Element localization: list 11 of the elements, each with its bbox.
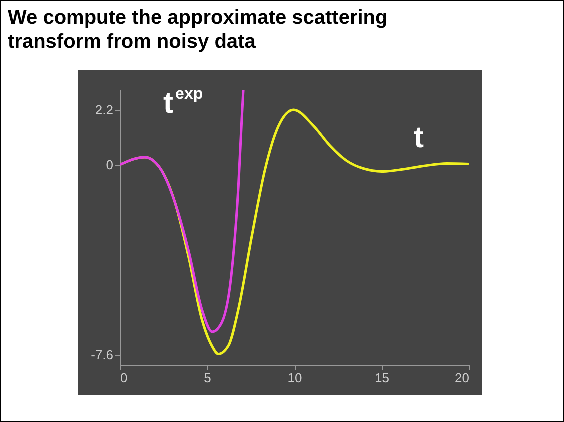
x-tick-label: 5 bbox=[204, 370, 212, 386]
x-tick-label: 15 bbox=[375, 370, 390, 386]
line-series bbox=[120, 90, 245, 334]
x-tick-label: 20 bbox=[455, 370, 470, 386]
series-label: t bbox=[414, 121, 424, 154]
y-tick-label: -7.6 bbox=[91, 348, 114, 362]
y-tick-label: 0 bbox=[106, 158, 114, 172]
x-tick-label: 10 bbox=[288, 370, 302, 386]
y-tick-label: 2.2 bbox=[95, 102, 114, 118]
x-tick-label: 0 bbox=[120, 370, 128, 386]
chart-title: We compute the approximate scattering transform from noisy data bbox=[8, 6, 389, 54]
